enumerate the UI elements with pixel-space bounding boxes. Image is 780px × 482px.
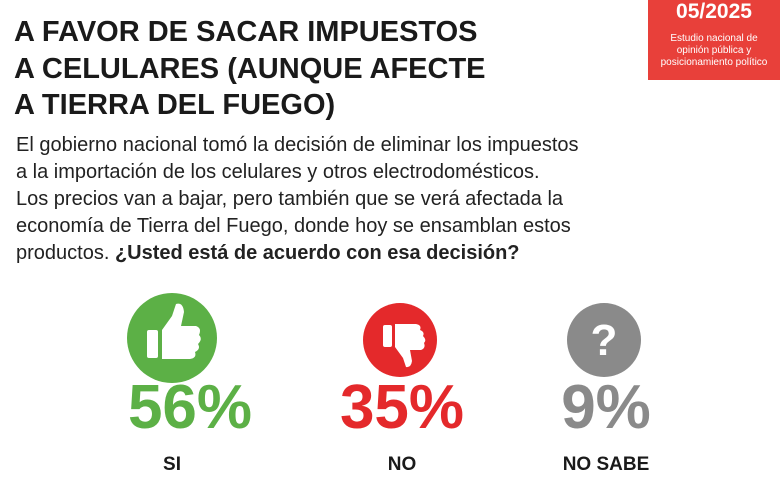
question-line: Los precios van a bajar, pero también qu… [16,188,564,210]
result-value: 56% [128,373,252,442]
question-line: productos. [16,242,109,264]
svg-text:?: ? [591,316,618,365]
title-line: A CELULARES (AUNQUE AFECTE [14,53,486,85]
thumbs-up-icon [127,293,217,383]
question-line: economía de Tierra del Fuego, donde hoy … [16,215,571,237]
result-label: NO SABE [563,454,650,475]
result-label: SI [163,454,181,475]
badge-date: 05/2025 [676,0,752,23]
question-line: a la importación de los celulares y otro… [16,161,540,183]
title-line: A FAVOR DE SACAR IMPUESTOS [14,16,478,48]
badge-text: Estudio nacional de [670,33,758,44]
badge [648,0,780,80]
badge-text: opinión pública y [677,45,752,56]
result-label: NO [388,454,417,475]
question-last-line: productos. ¿Usted está de acuerdo con es… [16,242,520,264]
thumbs-down-icon [363,303,437,377]
result-value: 9% [561,373,651,442]
question-line: El gobierno nacional tomó la decisión de… [16,134,579,156]
question-icon: ? [567,303,641,377]
result-value: 35% [340,373,464,442]
question-bold: ¿Usted está de acuerdo con esa decisión? [115,242,520,264]
badge-text: posicionamiento político [661,57,768,68]
title-line: A TIERRA DEL FUEGO) [14,89,335,121]
